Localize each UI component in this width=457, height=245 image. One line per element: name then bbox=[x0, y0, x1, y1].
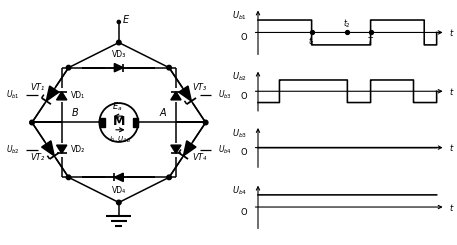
Text: VT₁: VT₁ bbox=[31, 83, 45, 92]
Circle shape bbox=[167, 175, 171, 180]
FancyBboxPatch shape bbox=[100, 118, 105, 127]
Text: O: O bbox=[241, 33, 247, 42]
Text: O: O bbox=[241, 208, 247, 217]
Polygon shape bbox=[183, 141, 196, 156]
Text: $U_{b4}$: $U_{b4}$ bbox=[218, 144, 232, 156]
Text: $U_{b3}$: $U_{b3}$ bbox=[218, 89, 232, 101]
Text: $T$: $T$ bbox=[367, 35, 374, 46]
Polygon shape bbox=[114, 63, 123, 72]
Text: $t_2$: $t_2$ bbox=[343, 17, 351, 30]
Text: VT₃: VT₃ bbox=[193, 83, 207, 92]
Text: $t$: $t$ bbox=[449, 27, 455, 38]
Text: E: E bbox=[122, 15, 128, 25]
Polygon shape bbox=[57, 92, 67, 100]
Text: VT₂: VT₂ bbox=[31, 153, 45, 162]
Circle shape bbox=[117, 200, 121, 205]
Text: VT₄: VT₄ bbox=[193, 153, 207, 162]
Circle shape bbox=[99, 103, 138, 142]
Polygon shape bbox=[57, 145, 67, 153]
Text: $U_{b2}$: $U_{b2}$ bbox=[5, 144, 20, 156]
Text: $U_{b1}$: $U_{b1}$ bbox=[232, 10, 247, 22]
Text: $t$: $t$ bbox=[449, 202, 455, 212]
Circle shape bbox=[117, 40, 121, 45]
Text: $i_0, U_{AB}$: $i_0, U_{AB}$ bbox=[109, 134, 131, 145]
Text: $t_1$: $t_1$ bbox=[308, 35, 315, 48]
FancyBboxPatch shape bbox=[133, 118, 138, 127]
Circle shape bbox=[167, 65, 171, 70]
Text: $E_a$: $E_a$ bbox=[112, 100, 123, 113]
Polygon shape bbox=[171, 92, 181, 100]
Circle shape bbox=[203, 120, 208, 125]
Text: $U_{b1}$: $U_{b1}$ bbox=[5, 89, 20, 101]
Text: $U_{b3}$: $U_{b3}$ bbox=[232, 127, 247, 140]
Polygon shape bbox=[171, 145, 181, 153]
Polygon shape bbox=[46, 86, 59, 101]
Polygon shape bbox=[114, 173, 123, 182]
Polygon shape bbox=[179, 86, 191, 101]
Text: VD₃: VD₃ bbox=[112, 50, 126, 59]
Text: $t$: $t$ bbox=[449, 142, 455, 153]
Text: M: M bbox=[112, 115, 125, 128]
Circle shape bbox=[117, 20, 121, 24]
Circle shape bbox=[66, 175, 71, 180]
Text: B: B bbox=[71, 108, 78, 118]
Text: O: O bbox=[241, 92, 247, 101]
Text: $t$: $t$ bbox=[449, 86, 455, 97]
Text: $U_{b4}$: $U_{b4}$ bbox=[232, 185, 247, 197]
Text: $U_{b2}$: $U_{b2}$ bbox=[232, 71, 247, 83]
Text: VD₂: VD₂ bbox=[71, 146, 85, 154]
Text: A: A bbox=[159, 108, 166, 118]
Text: O: O bbox=[241, 148, 247, 157]
Circle shape bbox=[30, 120, 34, 125]
Polygon shape bbox=[42, 141, 54, 156]
Text: VD₄: VD₄ bbox=[112, 186, 126, 195]
Text: VD₁: VD₁ bbox=[71, 91, 85, 99]
Circle shape bbox=[66, 65, 71, 70]
